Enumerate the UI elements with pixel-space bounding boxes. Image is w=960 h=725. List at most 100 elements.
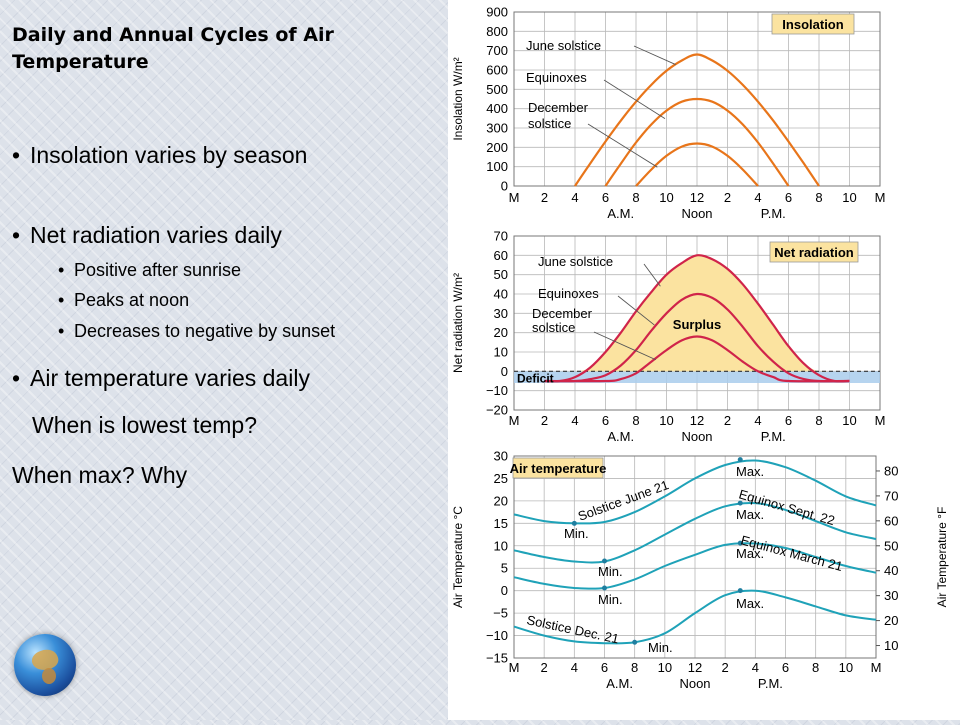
bullet-insolation: • Insolation varies by season (12, 142, 308, 168)
y-tick-label: 0 (501, 583, 508, 598)
x-tick-label: 10 (842, 190, 856, 205)
insolation-series-line (574, 53, 820, 187)
x-tick-label: 8 (815, 413, 822, 428)
leader-line (587, 123, 658, 168)
y-tick-label: 800 (486, 24, 508, 39)
x-tick-label: 8 (815, 190, 822, 205)
series-label: June solstice (526, 38, 601, 53)
surplus-area (544, 255, 850, 372)
x-tick-label: M (509, 660, 520, 675)
chart-title-box (512, 457, 604, 479)
y-tick-label: 400 (486, 101, 508, 116)
x-group-label: Noon (681, 429, 712, 444)
x-tick-label: 10 (839, 660, 853, 675)
x-tick-label: 12 (688, 660, 702, 675)
air-temperature-series-line (513, 501, 877, 564)
net-radiation-chart: −20 −10 0 10 20 30 40 50 60 70 M 2 4 6 8 10 12 2 4 6 8 10 M A.M… (448, 228, 960, 454)
max-marker (737, 457, 743, 463)
y-tick-label: −5 (493, 606, 508, 621)
max-label: Max. (736, 596, 764, 611)
min-marker (571, 520, 577, 526)
x-tick-label: 2 (541, 190, 548, 205)
y-tick-label: 20 (494, 325, 508, 340)
series-label: solstice (532, 320, 575, 335)
x-tick-label: M (875, 413, 886, 428)
net-radiation-series-line (544, 292, 850, 383)
min-marker (632, 639, 638, 645)
x-tick-label: M (509, 413, 520, 428)
x-group-label: P.M. (761, 429, 786, 444)
min-label: Min. (598, 564, 623, 579)
x-tick-label: 8 (632, 190, 639, 205)
x-tick-label: 6 (602, 413, 609, 428)
question-lowest-temp: When is lowest temp? (32, 412, 257, 438)
air-temperature-series-line (513, 542, 877, 590)
y-tick-label: 0 (501, 179, 508, 194)
plot-frame (513, 235, 881, 411)
y-tick-label: 20 (494, 493, 508, 508)
y-axis-label: Insolation W/m² (451, 57, 465, 140)
max-label: Max. (736, 464, 764, 479)
sub-bullet-decreases: • Decreases to negative by sunset (58, 321, 336, 341)
y-tick-label-right: 20 (884, 613, 898, 628)
chart-title: Net radiation (774, 245, 854, 260)
x-group-label: P.M. (758, 676, 783, 691)
x-group-label: P.M. (761, 206, 786, 221)
sub-bullet-peaks: • Peaks at noon (58, 290, 190, 310)
x-tick-label: 10 (842, 413, 856, 428)
x-tick-label: M (871, 660, 882, 675)
min-label: Min. (598, 592, 623, 607)
x-group-label: A.M. (606, 676, 633, 691)
y-tick-label: 300 (486, 121, 508, 136)
chart-title: Insolation (782, 17, 843, 32)
net-radiation-chart-svg: −20 −10 0 10 20 30 40 50 60 70 M 2 4 6 8 10 12 2 4 6 8 10 M A.M… (451, 229, 886, 445)
x-tick-label: 2 (724, 413, 731, 428)
y-tick-label: 200 (486, 140, 508, 155)
chart-title-box (771, 13, 855, 35)
series-label: solstice (528, 116, 571, 131)
leader-line (593, 331, 657, 361)
x-tick-label: 12 (690, 413, 704, 428)
y-tick-label: 500 (486, 82, 508, 97)
x-tick-label: 10 (658, 660, 672, 675)
x-group-label: Noon (681, 206, 712, 221)
y-tick-label: 40 (494, 287, 508, 302)
plot-frame (513, 11, 881, 187)
slide-title: Daily and Annual Cycles of Air Temperatu… (12, 24, 334, 73)
leader-line (603, 79, 666, 119)
x-group-label: A.M. (607, 429, 634, 444)
y-tick-label: 30 (494, 449, 508, 464)
x-group-label: A.M. (607, 206, 634, 221)
y-tick-label-right: 70 (884, 488, 898, 503)
max-marker (737, 540, 743, 546)
x-tick-label: 2 (541, 660, 548, 675)
x-tick-label: 4 (752, 660, 759, 675)
net-radiation-series-line (544, 335, 850, 383)
y-tick-label: −15 (486, 651, 508, 666)
series-label: Equinoxes (538, 286, 599, 301)
x-tick-label: 8 (812, 660, 819, 675)
bullet-text: Positive after sunrise (74, 260, 242, 280)
insolation-chart: 0 100 200 300 400 500 600 700 800 900 M 2 4 6 8 10 12 2 4 6… (448, 0, 960, 228)
x-tick-label: 8 (632, 413, 639, 428)
max-marker (737, 588, 743, 594)
x-tick-label: 12 (690, 190, 704, 205)
series-label: December (528, 100, 589, 115)
y-axis-label: Air Temperature °C (451, 506, 465, 608)
y-tick-label: 70 (494, 229, 508, 244)
deficit-label: Deficit (517, 371, 554, 385)
x-tick-label: 8 (631, 660, 638, 675)
chart-title-box (769, 241, 859, 263)
y-tick-label: 10 (494, 345, 508, 360)
x-tick-label: 6 (785, 413, 792, 428)
y-tick-label: 10 (494, 538, 508, 553)
insolation-chart-svg: 0 100 200 300 400 500 600 700 800 900 M 2 4 6 8 10 12 2 4 6… (451, 5, 885, 222)
y-tick-label: 600 (486, 63, 508, 78)
series-label: June solstice (538, 254, 613, 269)
air-temperature-chart: −15 −10 −5 0 5 10 15 20 25 30 M 2 4 6 8 10 12 2 4 6 8 10 M A.M.… (448, 446, 960, 720)
surplus-label: Surplus (673, 317, 721, 332)
x-tick-label: M (509, 190, 520, 205)
y-tick-label: −10 (486, 628, 508, 643)
y-axis-label-right: Air Temperature °F (935, 507, 949, 608)
x-tick-label: 10 (659, 190, 673, 205)
